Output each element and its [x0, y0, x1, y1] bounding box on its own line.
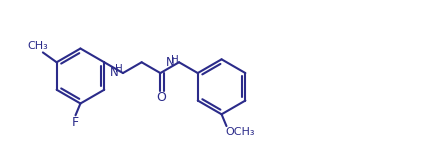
Text: OCH₃: OCH₃ — [225, 127, 255, 137]
Text: F: F — [72, 116, 79, 129]
Text: N: N — [166, 56, 175, 69]
Text: H: H — [171, 55, 179, 65]
Text: O: O — [157, 91, 166, 104]
Text: N: N — [110, 66, 119, 79]
Text: CH₃: CH₃ — [27, 41, 49, 51]
Text: H: H — [115, 64, 123, 74]
